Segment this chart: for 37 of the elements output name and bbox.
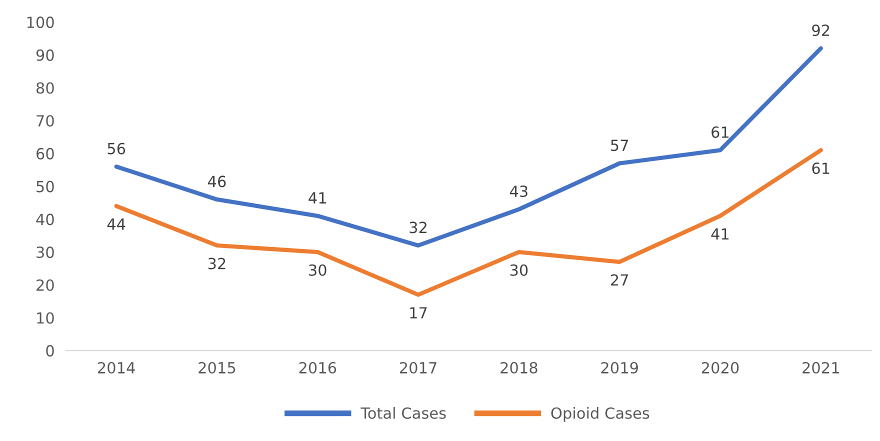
data-label: 27 (610, 274, 628, 286)
data-label: 32 (208, 258, 226, 270)
y-tick-label: 50 (36, 180, 54, 192)
data-label: 61 (712, 126, 729, 138)
data-label: 61 (812, 162, 830, 174)
y-tick-label: 90 (36, 49, 54, 61)
x-tick-label: 2017 (400, 362, 436, 374)
data-label: 46 (208, 176, 226, 188)
y-tick-label: 0 (46, 345, 54, 357)
y-tick-label: 30 (36, 246, 54, 258)
data-label: 41 (308, 192, 326, 204)
x-tick-label: 2018 (500, 362, 538, 374)
data-label: 17 (410, 307, 427, 318)
legend-label: Total Cases (360, 407, 446, 419)
y-tick-label: 20 (36, 279, 54, 291)
y-tick-label: 80 (36, 82, 54, 94)
x-tick-label: 2021 (802, 362, 839, 374)
y-tick-label: 40 (36, 214, 54, 226)
data-label: 44 (107, 218, 126, 230)
data-label: 30 (510, 264, 528, 276)
data-label: 32 (410, 222, 426, 234)
x-tick-label: 2019 (601, 362, 638, 374)
data-label: 57 (611, 140, 628, 152)
data-label: 92 (812, 24, 830, 36)
data-label: 41 (711, 228, 729, 240)
y-tick-label: 60 (36, 148, 54, 160)
x-tick-label: 2016 (299, 362, 336, 374)
x-tick-label: 2014 (98, 362, 135, 374)
data-label: 43 (510, 186, 528, 198)
y-tick-label: 100 (27, 16, 54, 28)
x-tick-label: 2020 (702, 362, 739, 374)
legend-label: Opioid Cases (551, 407, 650, 422)
y-tick-label: 70 (36, 115, 54, 127)
x-tick-label: 2015 (198, 362, 236, 374)
data-label: 30 (309, 264, 326, 276)
data-label: 56 (108, 142, 126, 154)
y-tick-label: 10 (37, 312, 54, 324)
